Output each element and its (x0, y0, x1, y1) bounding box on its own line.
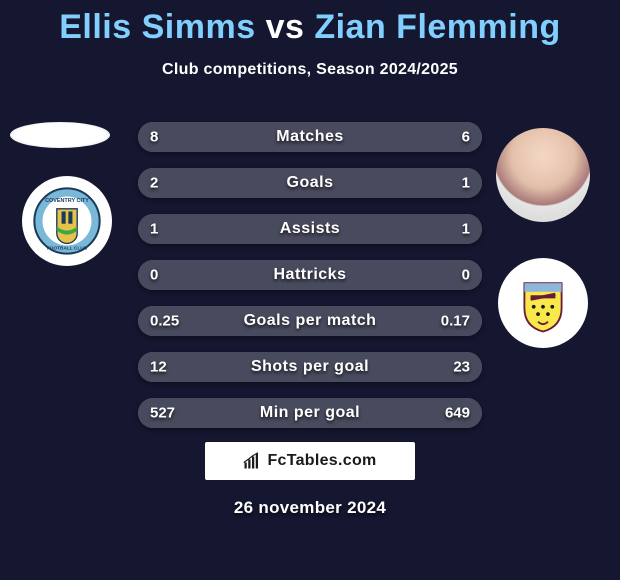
stat-value-right: 6 (462, 129, 470, 146)
stat-value-right: 1 (462, 221, 470, 238)
player2-photo (496, 128, 590, 222)
player2-name: Zian Flemming (314, 8, 560, 46)
stat-row: 1 Assists 1 (138, 214, 482, 244)
stat-label: Goals per match (244, 312, 377, 330)
subtitle-text: Club competitions, Season 2024/2025 (0, 61, 620, 79)
stat-value-left: 2 (150, 175, 158, 192)
club-left-badge: COVENTRY CITY FOOTBALL CLUB (22, 176, 112, 266)
stat-label: Hattricks (274, 266, 347, 284)
club-right-badge (498, 258, 588, 348)
stat-row: 0.25 Goals per match 0.17 (138, 306, 482, 336)
brand-badge[interactable]: FcTables.com (205, 442, 415, 480)
stat-value-right: 0.17 (441, 313, 470, 330)
stat-label: Min per goal (260, 404, 360, 422)
stat-row: 0 Hattricks 0 (138, 260, 482, 290)
stat-value-left: 527 (150, 405, 175, 422)
stat-row: 8 Matches 6 (138, 122, 482, 152)
stat-row: 527 Min per goal 649 (138, 398, 482, 428)
vs-text: vs (266, 8, 305, 46)
stat-value-left: 0.25 (150, 313, 179, 330)
stat-label: Matches (276, 128, 344, 146)
brand-text: FcTables.com (267, 452, 376, 470)
stat-value-left: 0 (150, 267, 158, 284)
stats-container: 8 Matches 6 2 Goals 1 1 Assists 1 0 Hattricks 0 0.25… (138, 122, 482, 444)
stat-row: 2 Goals 1 (138, 168, 482, 198)
stat-fill-right (334, 122, 482, 152)
svg-text:COVENTRY CITY: COVENTRY CITY (45, 198, 89, 204)
comparison-title: Ellis Simms vs Zian Flemming (0, 0, 620, 47)
stat-fill-left (138, 168, 368, 198)
svg-text:FOOTBALL CLUB: FOOTBALL CLUB (47, 246, 88, 252)
stat-value-right: 649 (445, 405, 470, 422)
stat-value-right: 23 (453, 359, 470, 376)
player1-name: Ellis Simms (59, 8, 255, 46)
stat-label: Assists (280, 220, 340, 238)
player1-photo (10, 122, 110, 148)
stat-label: Shots per goal (251, 358, 369, 376)
stat-row: 12 Shots per goal 23 (138, 352, 482, 382)
stat-value-right: 1 (462, 175, 470, 192)
stat-value-left: 8 (150, 129, 158, 146)
coventry-crest-icon: COVENTRY CITY FOOTBALL CLUB (33, 187, 101, 255)
stat-label: Goals (287, 174, 334, 192)
chart-icon (243, 452, 261, 470)
stat-value-right: 0 (462, 267, 470, 284)
stat-value-left: 1 (150, 221, 158, 238)
date-text: 26 november 2024 (0, 498, 620, 518)
burnley-crest-icon (512, 272, 574, 334)
stat-value-left: 12 (150, 359, 167, 376)
